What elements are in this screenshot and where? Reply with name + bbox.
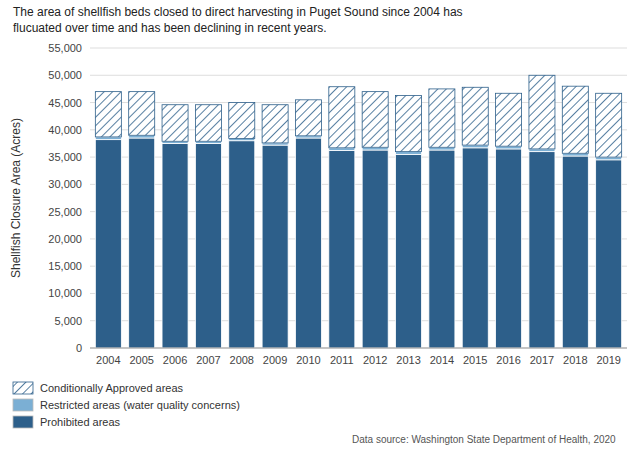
bar: [329, 148, 355, 151]
bar: [429, 147, 455, 150]
bar: [396, 95, 422, 151]
x-tick-label: 2016: [496, 354, 520, 366]
title: The area of shellfish beds closed to dir…: [13, 5, 463, 19]
bar: [462, 148, 488, 348]
x-tick-label: 2017: [530, 354, 554, 366]
background: [0, 0, 640, 455]
x-tick-label: 2006: [163, 354, 187, 366]
x-tick-label: 2009: [263, 354, 287, 366]
bar: [362, 150, 388, 348]
legend-swatch: [13, 382, 33, 394]
legend-label: Conditionally Approved areas: [40, 382, 184, 394]
x-tick-label: 2012: [363, 354, 387, 366]
bar: [429, 89, 455, 147]
bar: [496, 146, 522, 149]
bar: [496, 149, 522, 348]
bar: [362, 147, 388, 150]
x-axis-line: [90, 348, 627, 349]
bar: [396, 154, 422, 348]
legend-label: Restricted areas (water quality concerns…: [40, 399, 240, 411]
bar: [129, 92, 155, 136]
bar: [295, 138, 321, 348]
bar: [129, 135, 155, 138]
bar: [129, 138, 155, 348]
series: [95, 75, 621, 157]
bar: [562, 156, 588, 348]
bar: [329, 87, 355, 148]
bar: [95, 137, 121, 140]
x-tick-label: 2005: [129, 354, 153, 366]
y-tick-label: 25,000: [48, 206, 82, 218]
bar: [162, 105, 188, 142]
bar: [162, 143, 188, 348]
bar: [295, 100, 321, 136]
x-tick-label: 2011: [330, 354, 354, 366]
bar: [262, 145, 288, 348]
bar: [462, 145, 488, 148]
x-tick-label: 2008: [230, 354, 254, 366]
y-tick-label: 55,000: [48, 42, 82, 54]
bar: [95, 140, 121, 348]
chart-container: The area of shellfish beds closed to dir…: [0, 0, 640, 455]
y-tick-label: 35,000: [48, 151, 82, 163]
bar: [596, 160, 622, 348]
x-tick-label: 2010: [296, 354, 320, 366]
bar: [529, 149, 555, 152]
legend: Conditionally Approved areas Restricted a…: [13, 382, 240, 428]
x-tick-label: 2018: [563, 354, 587, 366]
y-tick-label: 0: [76, 342, 82, 354]
y-tick-label: 45,000: [48, 97, 82, 109]
bar: [229, 141, 255, 348]
bar: [562, 153, 588, 156]
source-note: Data source: Washington State Department…: [352, 434, 616, 445]
bar: [529, 75, 555, 149]
y-tick-label: 50,000: [48, 69, 82, 81]
bar: [195, 143, 221, 348]
bar: [195, 105, 221, 142]
y-tick-label: 5,000: [54, 315, 82, 327]
y-tick-label: 10,000: [48, 287, 82, 299]
x-tick-label: 2014: [430, 354, 454, 366]
bar: [396, 152, 422, 155]
bars: [95, 75, 621, 348]
x-axis: 2004 2005 2006 2007 2008 2009 2010 2011 2012 2013…: [90, 348, 627, 366]
x-tick-label: 2004: [96, 354, 120, 366]
legend-label: Prohibited areas: [40, 416, 121, 428]
y-tick-label: 30,000: [48, 178, 82, 190]
legend-swatch: [13, 416, 33, 428]
x-tick-label: 2007: [196, 354, 220, 366]
bar: [496, 93, 522, 146]
y-tick-label: 15,000: [48, 260, 82, 272]
grid-line: [90, 348, 627, 349]
y-axis-label: Shellfish Closure Area (Acres): [9, 118, 23, 278]
bar: [229, 103, 255, 139]
y-axis: 0 5,000 10,000 15,000 20,000 25,000 30,000 35,0…: [48, 42, 627, 354]
bar: [529, 152, 555, 348]
x-tick-label: 2019: [596, 354, 620, 366]
x-tick-label: 2013: [396, 354, 420, 366]
bar: [596, 157, 622, 160]
bar: [562, 86, 588, 153]
series: [95, 138, 621, 348]
bar: [262, 105, 288, 143]
bar: [329, 151, 355, 348]
bar: [95, 92, 121, 137]
bar: [596, 93, 622, 157]
chart-svg: The area of shellfish beds closed to dir…: [0, 0, 640, 455]
legend-swatch: [13, 399, 33, 411]
grid-line: [90, 48, 627, 49]
y-tick-label: 40,000: [48, 124, 82, 136]
bar: [429, 150, 455, 348]
x-tick-label: 2015: [463, 354, 487, 366]
subtitle: flucuated over time and has been declini…: [13, 21, 327, 35]
bar: [462, 87, 488, 145]
y-tick-label: 20,000: [48, 233, 82, 245]
bar: [362, 92, 388, 148]
